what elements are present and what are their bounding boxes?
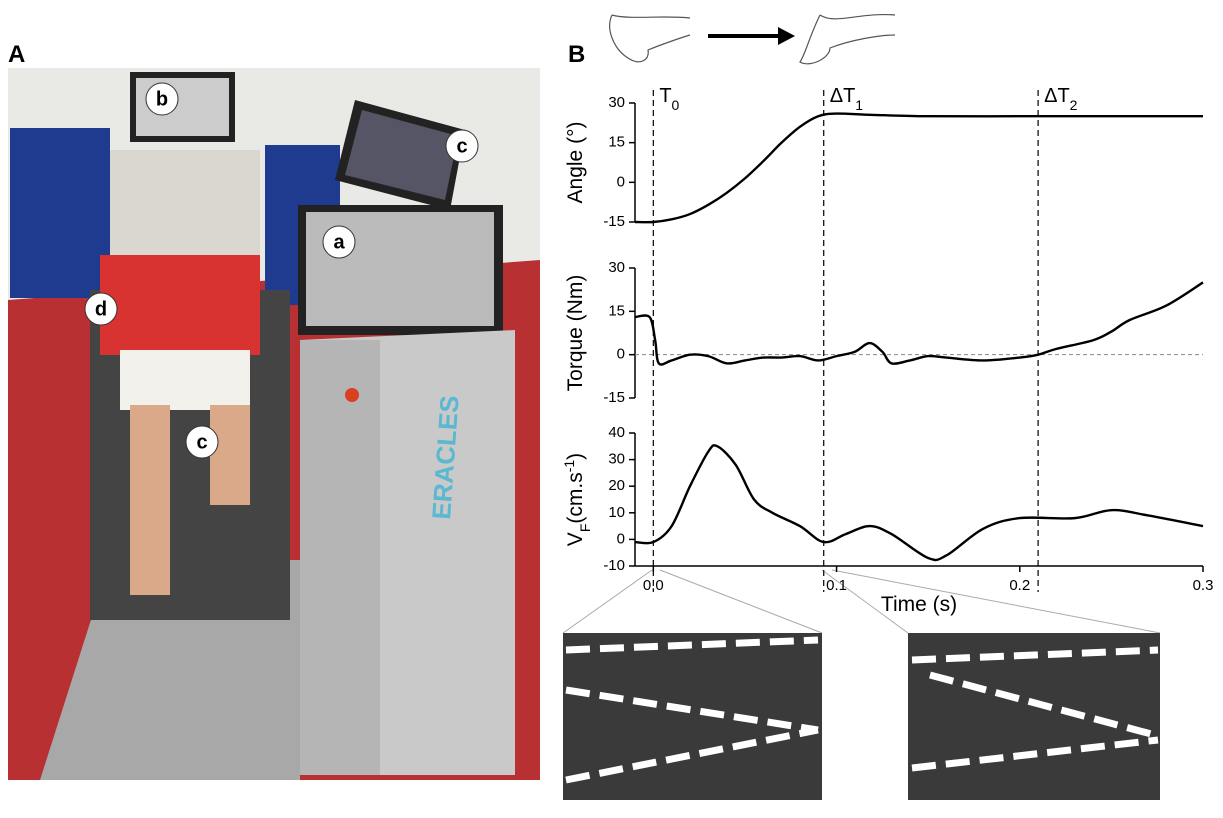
y-tick-label: 15: [608, 134, 625, 151]
fascicle: [565, 686, 819, 734]
badge: [145, 82, 179, 116]
y-axis-label-part: (cm.s: [564, 472, 587, 523]
y-tick-label: 0: [617, 173, 625, 190]
y-tick-label: -10: [603, 557, 625, 574]
event-label: ΔT2: [1044, 85, 1078, 113]
subject-torso: [100, 255, 260, 355]
photo-label: c: [456, 135, 467, 157]
photo-label: a: [333, 231, 345, 253]
ultrasound: [562, 569, 1161, 800]
event-label-text: ΔT: [830, 85, 856, 107]
panel-label: B: [568, 41, 585, 68]
foot-icon: [609, 14, 691, 63]
zoom-line: [831, 569, 1161, 634]
y-tick-label: 30: [608, 451, 625, 468]
zoom-line: [659, 569, 823, 634]
photo-label: c: [196, 431, 207, 453]
y-tick-label: -15: [603, 213, 625, 230]
x-tick-label: 0.2: [1009, 577, 1030, 594]
badge: [445, 129, 479, 163]
event-label: T0: [659, 85, 679, 113]
arrow-head: [778, 27, 795, 45]
subject-leg: [210, 405, 250, 505]
foot-icons: [609, 13, 896, 65]
y-tick-label: 30: [608, 94, 625, 111]
event-label-sub: 1: [855, 97, 863, 113]
y-tick-label: 20: [608, 477, 625, 494]
event-label-sub: 0: [672, 97, 680, 113]
data-line: [634, 112, 1203, 224]
y-tick-label: 40: [608, 424, 625, 441]
data-line: [634, 444, 1204, 562]
y-axis-label: VF(cm.s-1): [561, 453, 593, 546]
event-label-sub: 2: [1070, 97, 1078, 113]
y-tick-label: 0: [617, 530, 625, 547]
subject-leg: [130, 405, 170, 595]
data-line: [634, 281, 1204, 366]
x-tick-label: 0.3: [1193, 577, 1214, 594]
zoom-line: [821, 569, 909, 634]
y-axis-label: Torque (Nm): [564, 275, 587, 392]
screen: [345, 110, 458, 200]
photo-label: b: [156, 88, 168, 110]
y-tick-label: 0: [617, 346, 625, 363]
button: [345, 388, 359, 402]
badge: [185, 425, 219, 459]
photo: ERACLES b c a d c: [8, 68, 540, 780]
machine-side: [300, 340, 380, 775]
x-axis-label: Time (s): [881, 593, 957, 616]
y-axis-label: Angle (°): [564, 122, 587, 204]
badge: [322, 225, 356, 259]
y-axis-label-part: -1: [561, 460, 577, 473]
aponeurosis: [911, 646, 1159, 664]
zoom-line: [562, 569, 653, 634]
photo-label: d: [95, 298, 107, 320]
aponeurosis: [565, 726, 819, 784]
panel-label: A: [8, 41, 25, 68]
y-tick-label: 10: [608, 504, 625, 521]
event-label-text: T: [659, 85, 671, 107]
event-label-text: ΔT: [1044, 85, 1070, 107]
y-axis-label-part: V: [564, 532, 587, 546]
panel: [10, 128, 110, 298]
fascicle: [929, 671, 1156, 739]
foot-icon: [799, 13, 896, 65]
aponeurosis: [911, 736, 1159, 772]
y-tick-label: 15: [608, 302, 625, 319]
y-tick-label: 30: [608, 259, 625, 276]
y-axis-label-part: F: [577, 524, 593, 533]
x-tick-label: 0.1: [826, 577, 847, 594]
aponeurosis: [565, 636, 819, 654]
event-label: ΔT1: [830, 85, 864, 113]
y-tick-label: -15: [603, 389, 625, 406]
badge: [84, 292, 118, 326]
y-axis-label-part: ): [564, 453, 587, 460]
subject-shorts: [120, 350, 250, 410]
